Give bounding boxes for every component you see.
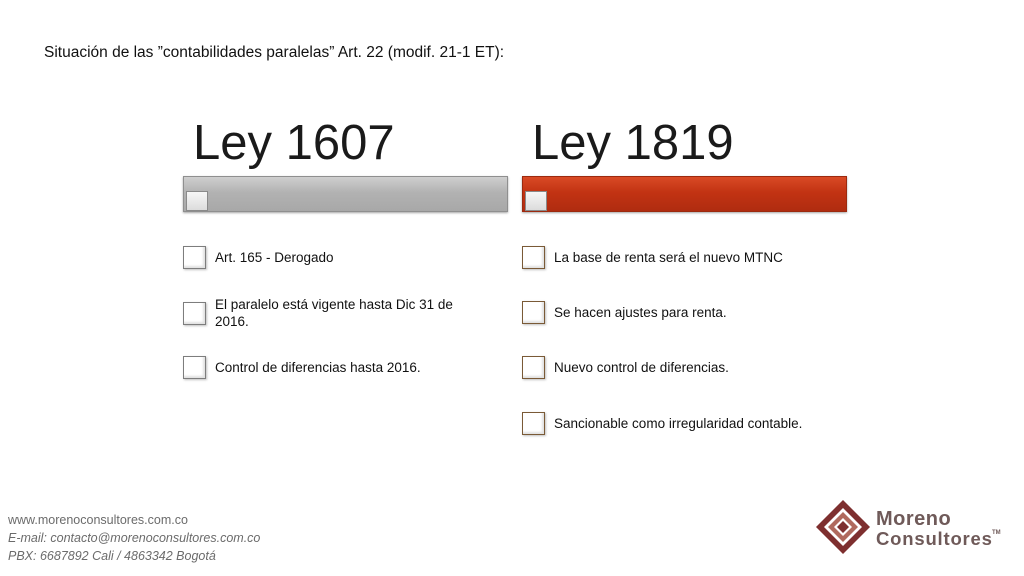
footer-email[interactable]: E-mail: contacto@morenoconsultores.com.c…	[8, 531, 261, 545]
column-heading: Ley 1819	[532, 116, 734, 170]
checkbox-icon	[183, 301, 206, 325]
list-item: Se hacen ajustes para renta.	[522, 301, 847, 324]
list-item-text: Control de diferencias hasta 2016.	[215, 360, 421, 375]
list-item-text: Sancionable como irregularidad contable.	[554, 416, 803, 431]
checkbox-icon	[522, 356, 545, 379]
list-item: El paralelo está vigente hasta Dic 31 de…	[183, 296, 508, 330]
list-item-text: Nuevo control de diferencias.	[554, 360, 729, 375]
list-item: Art. 165 - Derogado	[183, 246, 508, 269]
trademark-mark: TM	[992, 530, 1001, 536]
bar-marker	[525, 191, 547, 211]
checkbox-icon	[183, 246, 206, 269]
list-item-text: El paralelo está vigente hasta Dic 31 de…	[215, 297, 453, 329]
logo-text-consultores: Consultores	[876, 528, 993, 549]
list-item: Nuevo control de diferencias.	[522, 356, 847, 379]
list-item: Control de diferencias hasta 2016.	[183, 356, 508, 379]
checkbox-icon	[183, 356, 206, 379]
header-bar	[183, 176, 508, 212]
checkbox-icon	[522, 246, 545, 269]
column-ley-1819: Ley 1819 La base de renta será el nuevo …	[522, 112, 847, 435]
list-item-text: Art. 165 - Derogado	[215, 250, 334, 265]
slide-title: Situación de las ”contabilidades paralel…	[44, 44, 505, 61]
logo-text-moreno: Moreno	[876, 508, 952, 530]
list-item-text: Se hacen ajustes para renta.	[554, 305, 727, 320]
column-ley-1607: Ley 1607 Art. 165 - Derogado El paralelo…	[183, 112, 508, 379]
list-item: Sancionable como irregularidad contable.	[522, 412, 847, 435]
company-logo: Moreno Consultores TM	[814, 498, 1004, 558]
header-bar	[522, 176, 847, 212]
footer-website[interactable]: www.morenoconsultores.com.co	[8, 513, 188, 527]
checkbox-icon	[522, 301, 545, 324]
footer-contact: www.morenoconsultores.com.co E-mail: con…	[8, 511, 260, 565]
column-heading: Ley 1607	[193, 116, 395, 170]
list-item: La base de renta será el nuevo MTNC	[522, 246, 847, 269]
list-item-text: La base de renta será el nuevo MTNC	[554, 250, 783, 265]
checkbox-icon	[522, 412, 545, 435]
footer-phone: PBX: 6687892 Cali / 4863342 Bogotá	[8, 549, 216, 563]
bar-marker	[186, 191, 208, 211]
diamond-logo-icon	[816, 500, 870, 554]
